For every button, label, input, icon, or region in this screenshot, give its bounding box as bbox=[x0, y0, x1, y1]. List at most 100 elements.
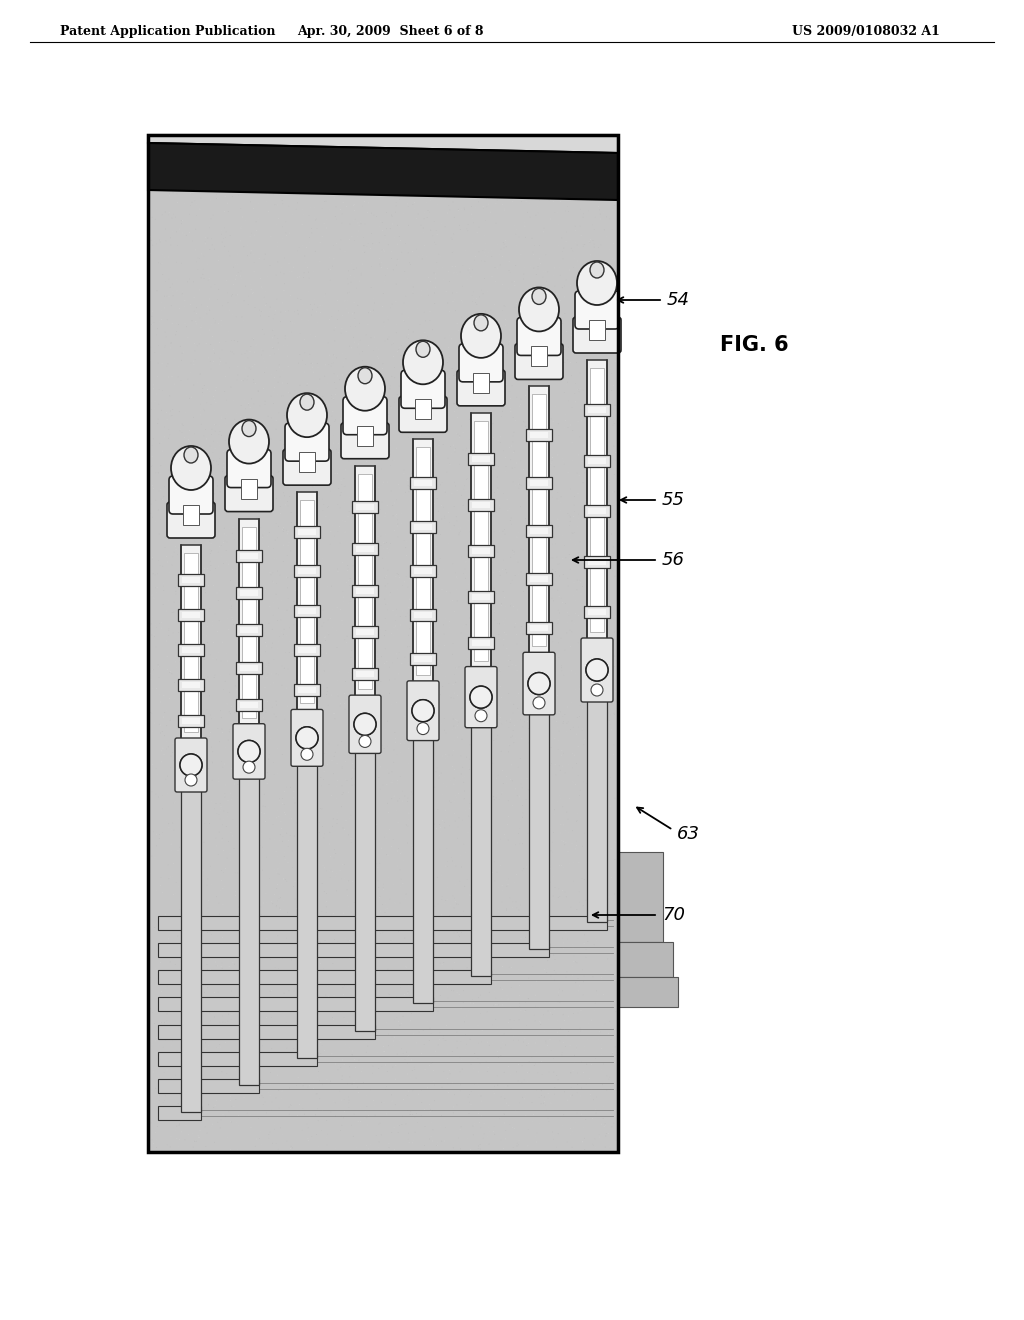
Point bbox=[498, 455, 514, 477]
Point bbox=[353, 907, 370, 928]
Point bbox=[266, 1114, 283, 1135]
Point bbox=[295, 900, 311, 921]
Point bbox=[248, 1001, 264, 1022]
Point bbox=[311, 931, 328, 952]
Point bbox=[555, 447, 571, 469]
Point bbox=[174, 681, 190, 702]
Point bbox=[598, 206, 614, 227]
Point bbox=[281, 981, 297, 1002]
Point bbox=[324, 235, 340, 256]
Point bbox=[378, 411, 394, 432]
Point bbox=[567, 838, 584, 859]
Point bbox=[309, 469, 326, 490]
Point bbox=[160, 915, 176, 936]
Point bbox=[513, 244, 529, 265]
Point bbox=[442, 688, 459, 709]
Point bbox=[342, 568, 358, 589]
Point bbox=[176, 1065, 193, 1086]
Point bbox=[516, 888, 532, 909]
Point bbox=[505, 425, 521, 446]
Point bbox=[414, 755, 430, 776]
Point bbox=[535, 492, 551, 513]
Point bbox=[224, 913, 241, 935]
Point bbox=[154, 244, 170, 265]
Point bbox=[430, 500, 446, 521]
Point bbox=[445, 1097, 462, 1118]
Point bbox=[326, 1092, 342, 1113]
Point bbox=[324, 385, 340, 407]
Point bbox=[433, 1131, 450, 1152]
Point bbox=[171, 255, 187, 276]
Point bbox=[400, 738, 417, 759]
Point bbox=[560, 711, 577, 733]
Point bbox=[473, 326, 489, 347]
Point bbox=[555, 564, 571, 585]
Point bbox=[480, 1117, 497, 1138]
Point bbox=[455, 991, 471, 1012]
Point bbox=[161, 962, 177, 983]
Point bbox=[274, 190, 291, 211]
Point bbox=[186, 1130, 203, 1151]
Point bbox=[607, 1044, 624, 1065]
Point bbox=[482, 717, 499, 738]
Point bbox=[197, 1034, 213, 1055]
Point bbox=[556, 276, 572, 297]
Point bbox=[189, 766, 206, 787]
Point bbox=[456, 766, 472, 787]
Point bbox=[346, 511, 362, 532]
Point bbox=[253, 449, 269, 470]
Point bbox=[286, 451, 302, 473]
Point bbox=[426, 968, 442, 989]
Point bbox=[302, 809, 318, 830]
Point bbox=[402, 1104, 419, 1125]
Point bbox=[420, 903, 436, 924]
Point bbox=[285, 256, 301, 277]
Point bbox=[607, 351, 624, 372]
Point bbox=[547, 528, 563, 549]
Point bbox=[226, 913, 243, 935]
Point bbox=[549, 137, 565, 158]
Point bbox=[555, 913, 571, 935]
Point bbox=[507, 275, 523, 296]
Point bbox=[162, 939, 178, 960]
Point bbox=[198, 1002, 214, 1023]
Point bbox=[490, 900, 507, 921]
Point bbox=[597, 597, 613, 618]
Point bbox=[607, 442, 624, 463]
Point bbox=[163, 717, 179, 738]
Point bbox=[387, 202, 403, 223]
Point bbox=[570, 508, 587, 529]
Point bbox=[188, 304, 205, 325]
Point bbox=[392, 606, 409, 627]
Point bbox=[473, 875, 489, 896]
Point bbox=[301, 205, 317, 226]
Point bbox=[187, 991, 204, 1012]
Bar bbox=[294, 565, 319, 577]
Point bbox=[411, 513, 427, 535]
Point bbox=[203, 554, 219, 576]
Point bbox=[585, 153, 601, 174]
Point bbox=[374, 211, 390, 232]
Point bbox=[233, 814, 250, 836]
Point bbox=[499, 180, 515, 201]
Point bbox=[296, 483, 312, 504]
Point bbox=[222, 783, 239, 804]
Point bbox=[469, 471, 485, 492]
Point bbox=[202, 813, 218, 834]
Point bbox=[291, 576, 307, 597]
Point bbox=[371, 913, 387, 935]
Point bbox=[372, 181, 388, 202]
Point bbox=[177, 744, 194, 766]
Point bbox=[211, 610, 227, 631]
Point bbox=[605, 632, 622, 653]
Point bbox=[184, 939, 201, 960]
Point bbox=[299, 669, 315, 690]
Point bbox=[166, 177, 182, 198]
Point bbox=[555, 832, 571, 853]
Point bbox=[473, 325, 489, 346]
Point bbox=[355, 268, 372, 289]
Point bbox=[213, 751, 229, 772]
Point bbox=[334, 756, 350, 777]
Point bbox=[358, 850, 375, 871]
Point bbox=[587, 207, 603, 228]
